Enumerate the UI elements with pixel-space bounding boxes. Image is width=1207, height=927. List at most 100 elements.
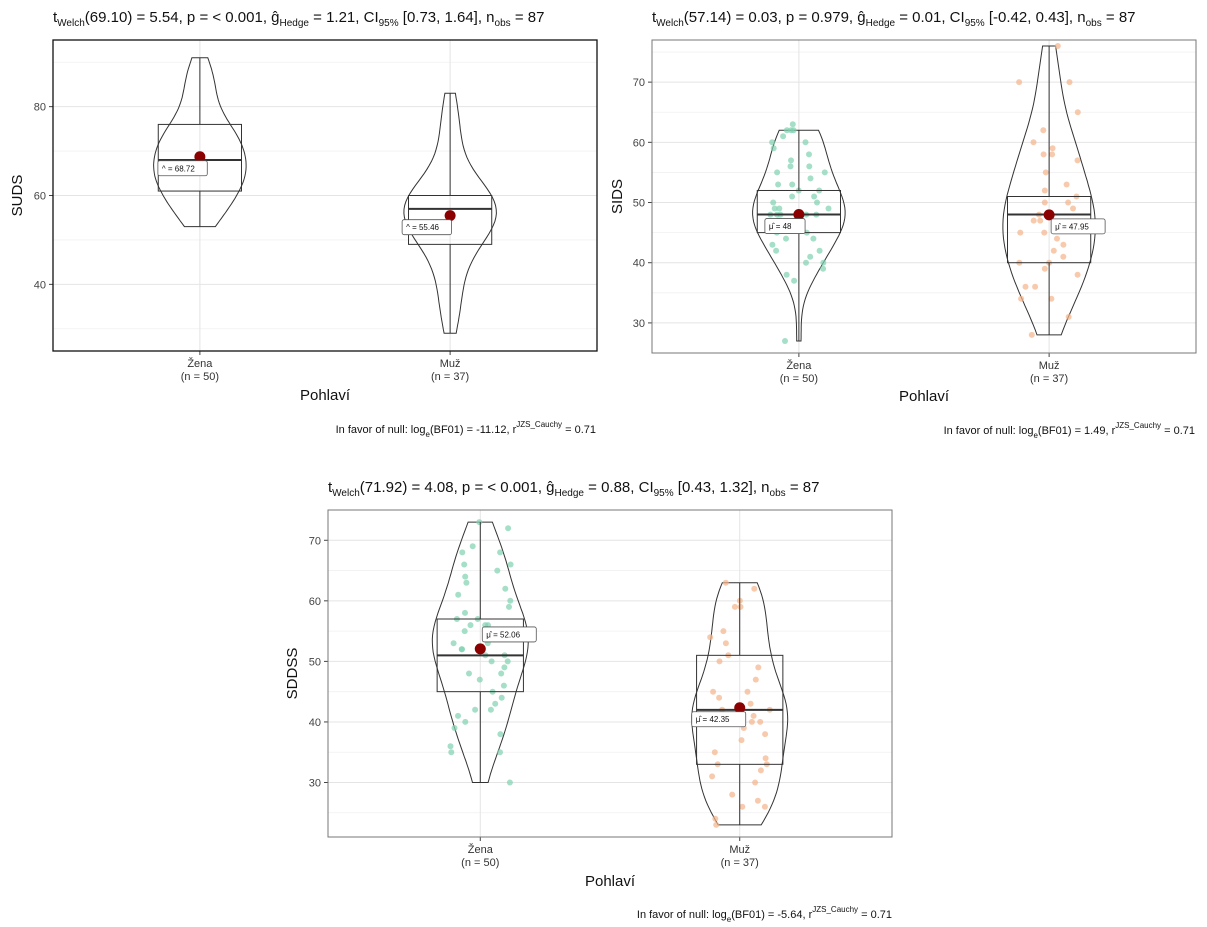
mean-label: μ̂ = 48 (769, 222, 792, 231)
data-point (1065, 313, 1072, 320)
data-point (791, 277, 798, 284)
y-tick-label: 80 (34, 102, 46, 114)
data-point (1060, 241, 1067, 248)
data-point (744, 688, 751, 695)
data-point (783, 235, 789, 242)
y-tick-label: 60 (34, 191, 46, 203)
data-point (814, 199, 820, 206)
data-point (774, 169, 781, 176)
data-point (487, 706, 494, 713)
data-point (1065, 199, 1072, 206)
chart-3: 30 40 50 60 70 μ̂ = 52.06 Žena(n = 50) μ̂ = 42.… (284, 479, 893, 924)
data-point (770, 199, 777, 206)
data-point (463, 579, 470, 586)
data-point (1070, 205, 1076, 212)
data-point (820, 265, 827, 272)
x-tick-label: Muž (729, 844, 750, 856)
data-point (789, 193, 796, 200)
data-point (769, 139, 776, 146)
mean-point (444, 210, 456, 222)
data-point (716, 694, 723, 701)
y-tick-label: 40 (633, 258, 645, 270)
data-point (1017, 229, 1024, 236)
chart-title: tWelch(57.14) = 0.03, p = 0.979, ĝHedge … (652, 9, 1136, 29)
data-point (455, 712, 461, 719)
chart-1: 40 60 80 ^ = 68.72 Žena(n = 50) ^ = 55.46 Muž(… (9, 9, 598, 439)
data-point (731, 603, 738, 610)
data-point (447, 743, 454, 750)
data-point (1022, 283, 1029, 290)
chart-caption: In favor of null: loge(BF01) = -11.12, r… (336, 420, 596, 439)
y-axis-label: SUDS (9, 175, 26, 217)
data-point (762, 755, 769, 762)
data-point (713, 821, 720, 828)
data-point (458, 646, 465, 653)
data-point (710, 688, 717, 695)
plot-panel (652, 40, 1196, 353)
data-point (807, 253, 814, 260)
y-tick-label: 70 (633, 77, 645, 89)
plot-frame (52, 39, 598, 352)
plot-panel (328, 510, 892, 837)
data-point (1041, 199, 1048, 206)
data-point (462, 609, 468, 616)
data-point (1049, 145, 1056, 152)
y-tick-label: 70 (309, 535, 321, 547)
data-point (821, 169, 828, 176)
violin-outline (691, 582, 789, 826)
data-point (757, 718, 764, 725)
data-point (497, 731, 504, 738)
mean-point (793, 209, 805, 221)
violin-outline (153, 57, 247, 228)
data-point (497, 749, 503, 756)
data-point (711, 749, 718, 756)
data-point (712, 815, 719, 822)
data-point (816, 247, 823, 254)
data-point (737, 603, 744, 610)
data-point (488, 658, 495, 665)
mean-label-box (481, 626, 537, 643)
data-point (505, 525, 512, 532)
data-point (783, 271, 790, 278)
data-point (450, 640, 457, 647)
data-point (803, 259, 809, 266)
y-axis-label: SDDSS (284, 648, 301, 700)
x-tick-n-label: (n = 37) (431, 371, 469, 383)
x-axis-label: Pohlaví (300, 387, 351, 404)
data-point (773, 247, 780, 254)
group-Žena: μ̂ = 52.06 (431, 519, 537, 786)
data-point (498, 694, 505, 701)
data-point (729, 791, 736, 798)
group-Žena: μ̂ = 48 (752, 121, 846, 344)
data-point (752, 779, 759, 786)
y-tick-label: 30 (633, 318, 645, 330)
data-point (820, 259, 827, 266)
x-axis-label: Pohlaví (585, 873, 636, 890)
x-axis-label: Pohlaví (899, 388, 950, 405)
data-point (780, 133, 787, 140)
data-point (507, 561, 514, 568)
x-tick-label: Žena (786, 359, 812, 372)
data-point (1040, 127, 1047, 134)
data-point (755, 664, 762, 671)
y-tick-label: 30 (309, 778, 321, 790)
y-tick-label: 60 (633, 137, 645, 149)
data-point (1040, 151, 1047, 158)
data-point (806, 163, 813, 170)
data-point (1066, 79, 1073, 86)
chart-caption: In favor of null: loge(BF01) = -5.64, rJ… (637, 905, 892, 924)
plot-frame (651, 39, 1197, 354)
data-point (462, 718, 469, 725)
data-point (806, 151, 812, 158)
data-point (747, 700, 754, 707)
mean-point (1043, 209, 1055, 221)
data-point (451, 725, 458, 731)
mean-point (474, 643, 486, 655)
data-point (472, 706, 479, 713)
data-point (461, 561, 468, 568)
data-point (1030, 217, 1037, 224)
data-point (1048, 295, 1055, 302)
data-point (825, 205, 832, 212)
data-point (1060, 253, 1067, 260)
x-tick-label: Žena (187, 357, 213, 370)
